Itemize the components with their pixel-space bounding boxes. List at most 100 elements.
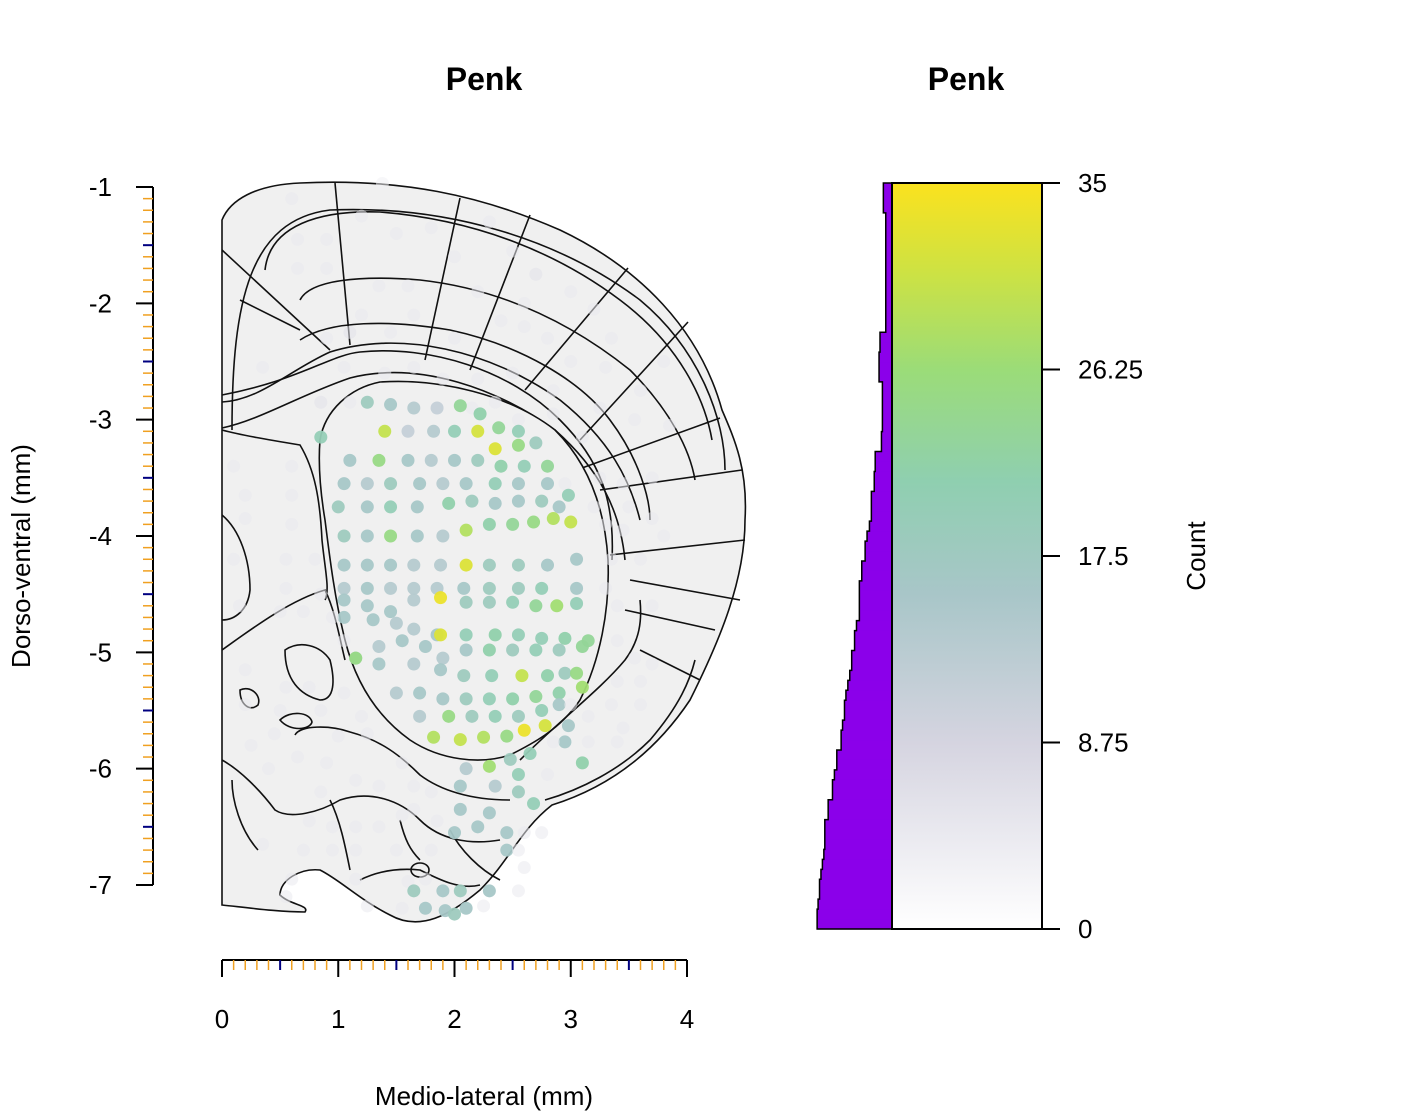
expression-point xyxy=(407,884,421,898)
expression-point xyxy=(622,500,636,514)
expression-point xyxy=(378,424,392,438)
expression-point xyxy=(527,797,541,811)
expression-point xyxy=(616,721,630,735)
expression-point xyxy=(337,634,351,648)
expression-point xyxy=(424,453,438,467)
expression-point xyxy=(325,820,339,834)
expression-point xyxy=(506,595,520,609)
expression-point xyxy=(482,558,496,572)
expression-point xyxy=(529,267,543,281)
histogram-bar xyxy=(828,799,892,811)
expression-point xyxy=(634,674,647,688)
expression-point xyxy=(395,808,409,822)
expression-point xyxy=(372,640,386,654)
histogram-bar xyxy=(881,431,892,443)
expression-point xyxy=(349,820,363,834)
histogram-bar xyxy=(874,481,892,492)
expression-point xyxy=(517,723,531,737)
expression-point xyxy=(453,733,467,747)
histogram-bar xyxy=(859,610,892,622)
expression-point xyxy=(517,826,531,840)
expression-point xyxy=(593,401,607,415)
expression-point xyxy=(506,517,520,531)
histogram-bar xyxy=(879,352,892,363)
expression-point xyxy=(384,398,398,412)
expression-point xyxy=(372,279,386,293)
histogram-bar xyxy=(885,222,892,234)
histogram-bar xyxy=(882,411,892,423)
expression-point xyxy=(457,581,471,595)
expression-point xyxy=(436,884,450,898)
expression-point xyxy=(465,494,479,508)
expression-point xyxy=(529,643,543,657)
expression-point xyxy=(256,837,270,851)
expression-point xyxy=(227,459,241,473)
expression-point xyxy=(427,730,441,744)
expression-point xyxy=(471,285,485,299)
expression-point xyxy=(482,643,496,657)
expression-point xyxy=(436,692,450,706)
histogram-bar xyxy=(832,779,892,791)
expression-point xyxy=(366,613,380,627)
expression-point xyxy=(494,314,508,328)
expression-point xyxy=(657,529,671,543)
expression-point xyxy=(285,872,299,886)
y-axis-major-ticks xyxy=(136,186,153,886)
expression-point xyxy=(360,500,374,514)
expression-point xyxy=(360,727,374,741)
expression-point xyxy=(407,593,421,607)
histogram-bar xyxy=(883,202,892,214)
expression-point xyxy=(570,581,584,595)
expression-point xyxy=(360,558,374,572)
expression-point xyxy=(511,558,525,572)
color-scale-tick-label: 17.5 xyxy=(1078,541,1129,571)
expression-point xyxy=(494,459,508,473)
expression-point xyxy=(343,453,357,467)
expression-point xyxy=(552,686,566,700)
expression-point xyxy=(331,729,345,743)
expression-points xyxy=(227,177,677,921)
expression-point xyxy=(407,308,421,322)
expression-point xyxy=(285,488,299,502)
expression-point xyxy=(389,686,403,700)
expression-point xyxy=(453,779,467,793)
x-tick-label: 0 xyxy=(215,1004,229,1034)
expression-point xyxy=(599,360,613,374)
expression-point xyxy=(434,591,448,605)
x-axis-tick-labels: 0 1 2 3 4 xyxy=(215,1004,694,1034)
histogram-bar xyxy=(885,242,892,254)
expression-point xyxy=(535,494,549,508)
expression-point xyxy=(448,907,461,921)
expression-point xyxy=(343,325,357,339)
expression-point xyxy=(517,296,531,310)
histogram-bar xyxy=(869,521,892,532)
histogram-bar xyxy=(871,501,892,512)
expression-point xyxy=(349,651,363,665)
expression-point xyxy=(407,581,421,595)
expression-point xyxy=(424,221,438,235)
expression-point xyxy=(407,802,421,816)
expression-point xyxy=(349,773,363,787)
expression-point xyxy=(535,581,549,595)
expression-point xyxy=(384,558,398,572)
y-axis-tick-labels: -1 -2 -3 -4 -5 -6 -7 xyxy=(89,172,112,900)
y-tick-label: -7 xyxy=(89,870,112,900)
expression-point xyxy=(320,261,334,275)
expression-point xyxy=(285,192,299,206)
expression-point xyxy=(360,599,374,613)
expression-point xyxy=(279,581,293,595)
expression-point xyxy=(511,424,525,438)
histogram-bar xyxy=(841,730,892,741)
expression-point xyxy=(541,331,554,345)
histogram-bar xyxy=(880,342,892,353)
expression-point xyxy=(541,558,554,572)
expression-point xyxy=(459,762,473,776)
histogram-bar xyxy=(832,789,892,801)
expression-point xyxy=(238,488,252,502)
y-tick-label: -4 xyxy=(89,521,112,551)
y-tick-label: -6 xyxy=(89,754,112,784)
expression-point xyxy=(459,523,473,537)
count-histogram xyxy=(816,182,892,930)
histogram-bar xyxy=(880,332,892,343)
expression-point xyxy=(320,756,334,770)
